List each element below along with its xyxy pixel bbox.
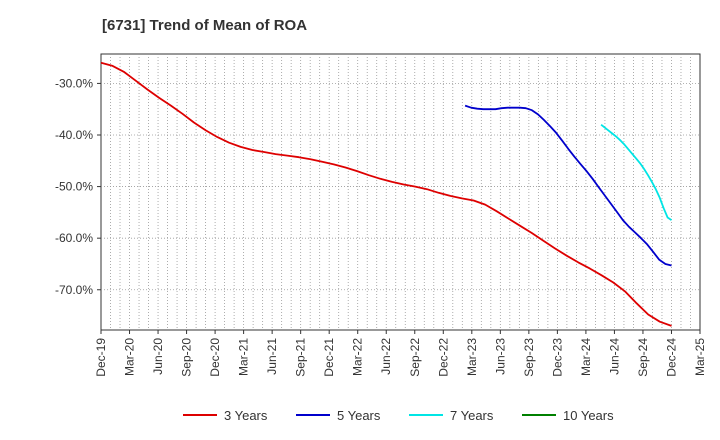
chart-title: [6731] Trend of Mean of ROA [102, 17, 307, 34]
y-tick-label: -60.0% [55, 231, 93, 245]
series-line-3-years [100, 61, 672, 327]
x-tick-label: Sep-21 [294, 338, 308, 377]
x-tick-label: Dec-20 [208, 338, 222, 377]
y-tick-label: -30.0% [55, 76, 93, 90]
plot-area [100, 53, 701, 331]
x-tick-label: Mar-22 [351, 338, 365, 376]
plot-frame [100, 53, 701, 331]
x-tick-label: Sep-24 [636, 338, 650, 377]
x-tick-label: Jun-20 [151, 338, 165, 375]
y-tick-label: -70.0% [55, 283, 93, 297]
y-tick-label: -40.0% [55, 128, 93, 142]
legend-label-10-years: 10 Years [563, 408, 614, 423]
x-tick-label: Jun-22 [379, 338, 393, 375]
y-axis: -30.0% -40.0% -50.0% -60.0% -70.0% [55, 76, 101, 297]
x-tick-label: Jun-24 [607, 338, 621, 375]
series-line-7-years [600, 123, 672, 221]
x-tick-label: Sep-20 [180, 338, 194, 377]
x-tick-label: Mar-24 [579, 338, 593, 376]
legend-label-3-years: 3 Years [224, 408, 268, 423]
x-tick-label: Mar-23 [465, 338, 479, 376]
x-tick-label: Mar-20 [123, 338, 137, 376]
grid [101, 54, 700, 330]
x-tick-label: Mar-25 [693, 338, 707, 376]
x-tick-label: Dec-23 [550, 338, 564, 377]
legend-label-7-years: 7 Years [450, 408, 494, 423]
series-layer [100, 61, 672, 327]
x-tick-label: Dec-22 [436, 338, 450, 377]
y-tick-label: -50.0% [55, 180, 93, 194]
x-tick-label: Jun-23 [493, 338, 507, 375]
x-tick-label: Sep-23 [522, 338, 536, 377]
x-tick-label: Sep-22 [408, 338, 422, 377]
x-tick-label: Dec-21 [322, 338, 336, 377]
x-tick-label: Dec-24 [664, 338, 678, 377]
x-axis: Dec-19 Mar-20 Jun-20 Sep-20 Dec-20 Mar-21 Jun-… [94, 330, 707, 377]
x-tick-label: Mar-21 [237, 338, 251, 376]
x-tick-label: Jun-21 [265, 338, 279, 375]
x-tick-label: Dec-19 [94, 338, 108, 377]
series-line-5-years [464, 104, 672, 267]
legend-label-5-years: 5 Years [337, 408, 381, 423]
legend: 3 Years 5 Years 7 Years 10 Years [183, 408, 614, 423]
